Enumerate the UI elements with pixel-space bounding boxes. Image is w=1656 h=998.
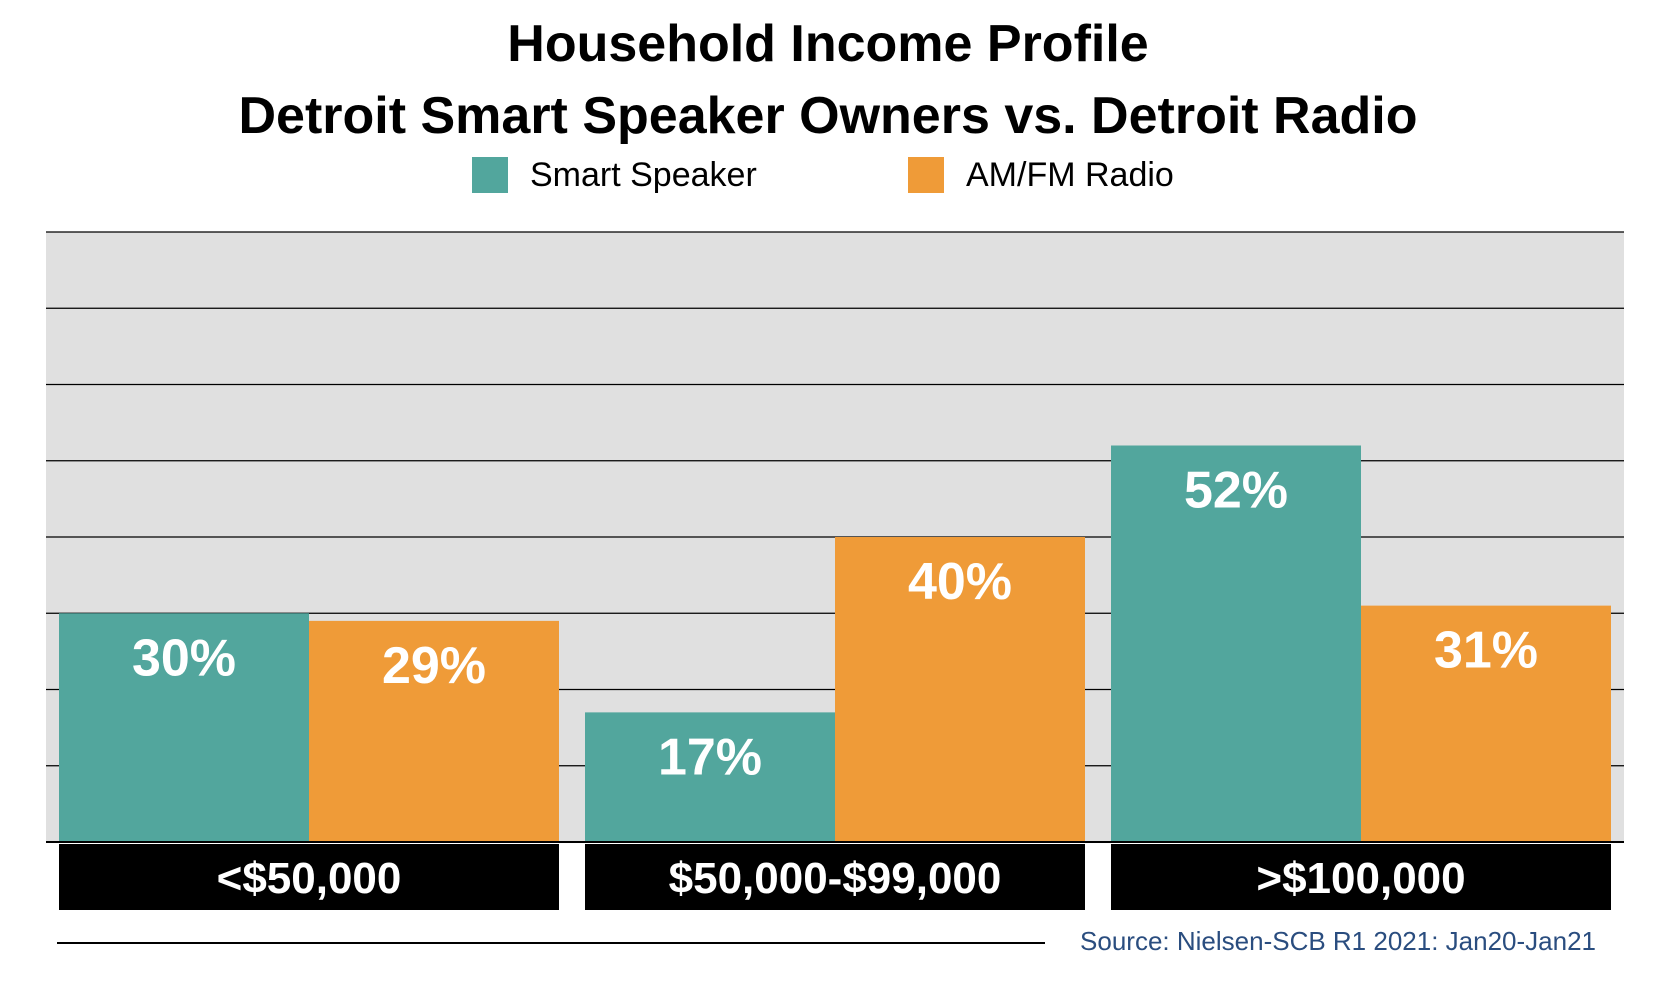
bar-am-fm-radio-3	[1361, 605, 1611, 842]
source-note: Source: Nielsen-SCB R1 2021: Jan20-Jan21	[1080, 926, 1596, 956]
category-label-3: >$100,000	[1256, 854, 1465, 903]
category-label-1: <$50,000	[217, 854, 402, 903]
data-label-am-fm-radio-1: 29%	[382, 637, 486, 695]
category-label-box-2	[585, 844, 1085, 910]
legend-label-smart-speaker: Smart Speaker	[530, 155, 757, 194]
legend: Smart Speaker AM/FM Radio	[0, 150, 1656, 200]
category-label-2: $50,000-$99,000	[669, 854, 1002, 903]
legend-label-am-fm-radio: AM/FM Radio	[966, 155, 1174, 194]
bar-smart-speaker-2	[585, 712, 835, 842]
category-label-box-3	[1111, 844, 1611, 910]
legend-swatch-smart-speaker	[472, 157, 508, 193]
bar-smart-speaker-3	[1111, 445, 1361, 842]
data-label-smart-speaker-2: 17%	[658, 728, 762, 786]
legend-swatch-am-fm-radio	[908, 157, 944, 193]
data-label-smart-speaker-3: 52%	[1184, 462, 1288, 520]
chart-subtitle: Detroit Smart Speaker Owners vs. Detroit…	[238, 87, 1418, 145]
data-label-am-fm-radio-3: 31%	[1434, 622, 1538, 680]
data-label-smart-speaker-1: 30%	[132, 629, 236, 687]
bar-smart-speaker-1	[59, 613, 309, 842]
legend-item-smart-speaker: Smart Speaker	[472, 150, 757, 200]
category-label-box-1	[59, 844, 559, 910]
chart-title: Household Income Profile	[507, 15, 1149, 73]
data-label-am-fm-radio-2: 40%	[908, 553, 1012, 611]
legend-item-am-fm-radio: AM/FM Radio	[908, 150, 1174, 200]
bar-am-fm-radio-1	[309, 620, 559, 842]
bar-am-fm-radio-2	[835, 537, 1085, 842]
